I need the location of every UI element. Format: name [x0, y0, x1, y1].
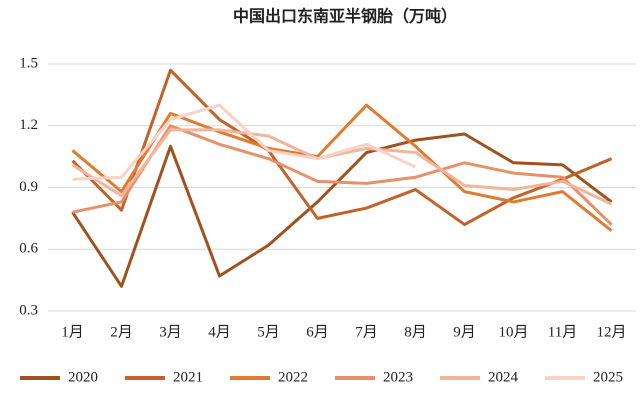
legend-label: 2023 [383, 369, 413, 385]
legend-label: 2024 [488, 369, 519, 385]
x-tick-label: 5月 [257, 324, 280, 340]
series-line [71, 132, 613, 288]
y-tick-label: 0.9 [19, 179, 38, 195]
x-tick-label: 7月 [355, 324, 378, 340]
legend-label: 2022 [278, 369, 308, 385]
legend-label: 2025 [593, 369, 623, 385]
x-tick-label: 6月 [306, 324, 329, 340]
x-tick-label: 12月 [596, 324, 626, 340]
legend-label: 2021 [173, 369, 203, 385]
y-tick-label: 0.6 [19, 241, 38, 257]
x-tick-label: 11月 [548, 324, 577, 340]
series-line [72, 103, 417, 181]
series-line [71, 103, 613, 232]
x-tick-label: 4月 [208, 324, 231, 340]
x-tick-label: 1月 [61, 324, 84, 340]
legend-label: 2020 [68, 369, 98, 385]
x-tick-label: 10月 [498, 324, 528, 340]
chart-title: 中国出口东南亚半钢胎（万吨） [233, 7, 457, 26]
x-tick-label: 9月 [453, 324, 476, 340]
x-tick-label: 2月 [110, 324, 133, 340]
x-tick-label: 8月 [404, 324, 427, 340]
x-tick-label: 3月 [159, 324, 182, 340]
y-tick-label: 0.3 [19, 302, 38, 318]
series-line [71, 68, 613, 227]
y-tick-label: 1.2 [19, 117, 38, 133]
y-tick-label: 1.5 [19, 55, 38, 71]
series-line [71, 128, 613, 206]
